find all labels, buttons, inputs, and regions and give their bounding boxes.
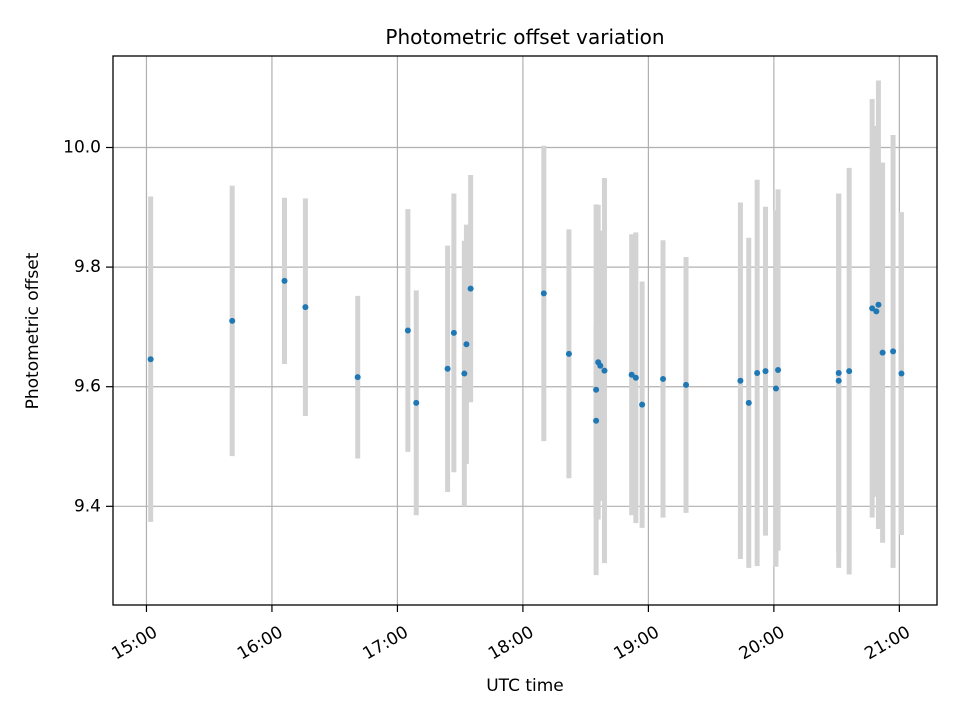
data-point: [737, 377, 744, 384]
y-tick-label: 9.8: [74, 257, 101, 277]
data-point: [898, 370, 905, 377]
data-point: [639, 401, 646, 408]
data-point: [879, 349, 886, 356]
data-point: [413, 399, 420, 406]
data-point: [593, 417, 600, 424]
y-tick-label: 9.6: [74, 377, 101, 397]
data-point: [683, 381, 690, 388]
data-point: [404, 327, 411, 334]
data-point: [229, 317, 236, 324]
data-point: [593, 386, 600, 393]
data-point: [461, 370, 468, 377]
data-point: [450, 329, 457, 336]
data-point: [660, 375, 667, 382]
data-point: [890, 348, 897, 355]
data-point: [597, 362, 604, 369]
chart-title: Photometric offset variation: [385, 25, 664, 49]
plot-frame: [112, 55, 938, 606]
data-point: [745, 399, 752, 406]
y-tick-label: 9.4: [74, 496, 101, 516]
data-point: [281, 277, 288, 284]
data-point: [147, 356, 154, 363]
x-axis-label: UTC time: [486, 676, 564, 696]
data-point: [846, 368, 853, 375]
data-point: [762, 368, 769, 375]
y-axis-label: Photometric offset: [23, 252, 43, 409]
data-point: [775, 366, 782, 373]
data-point: [463, 341, 470, 348]
data-point: [632, 374, 639, 381]
data-point: [869, 305, 876, 312]
data-point: [601, 367, 608, 374]
data-point: [835, 377, 842, 384]
data-point: [754, 369, 761, 376]
y-tick-label: 10.0: [63, 138, 101, 158]
data-point: [835, 369, 842, 376]
data-point: [354, 374, 361, 381]
data-points: [147, 277, 905, 424]
data-point: [565, 350, 572, 357]
data-point: [628, 371, 635, 378]
data-point: [467, 285, 474, 292]
data-point: [302, 304, 309, 311]
data-point: [444, 365, 451, 372]
data-point: [772, 385, 779, 392]
data-point: [875, 301, 882, 308]
data-point: [540, 290, 547, 297]
data-point: [873, 308, 880, 315]
